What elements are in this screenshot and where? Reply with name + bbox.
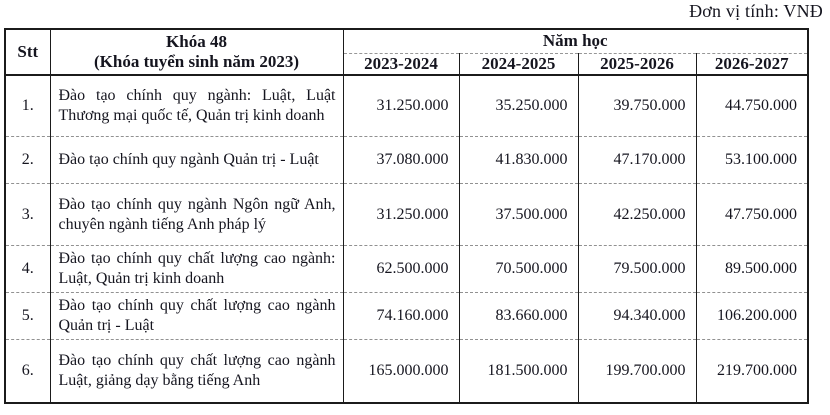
row-1-program: Đào tạo chính quy ngành: Luật, Luật Thươ… [49,74,343,137]
row-6-value-4: 219.700.000 [695,339,809,403]
row-2-value-1: 37.080.000 [342,136,459,184]
row-6-value-1: 165.000.000 [342,339,459,403]
table-row-2: 2. Đào tạo chính quy ngành Quản trị - Lu… [4,136,809,184]
row-3-program: Đào tạo chính quy ngành Ngôn ngữ Anh, ch… [49,183,343,246]
header-cohort-line1: Khóa 48 [166,31,227,51]
row-6-value-2: 181.500.000 [458,339,578,403]
row-4-value-1: 62.500.000 [342,245,459,293]
row-6-stt: 6. [4,339,50,403]
table-row-1: 1. Đào tạo chính quy ngành: Luật, Luật T… [4,74,809,137]
header-row-top: Stt Khóa 48 (Khóa tuyển sinh năm 2023) N… [4,29,809,76]
row-3-stt: 3. [4,183,50,246]
header-cohort: Khóa 48 (Khóa tuyển sinh năm 2023) [49,29,343,76]
row-5-value-3: 94.340.000 [577,292,696,340]
row-4-value-4: 89.500.000 [695,245,809,293]
row-1-value-2: 35.250.000 [458,74,578,137]
header-row-years: 2023-2024 2024-2025 2025-2026 2026-2027 [5,53,809,76]
header-cohort-line2: (Khóa tuyển sinh năm 2023) [94,51,299,71]
row-5-value-4: 106.200.000 [695,292,809,340]
header-year-4: 2026-2027 [695,53,809,76]
header-year-3: 2025-2026 [577,53,696,76]
row-6-program: Đào tạo chính quy chất lượng cao ngành L… [49,339,343,403]
header-stt: Stt [4,29,50,76]
row-3-value-2: 37.500.000 [458,183,578,246]
row-2-value-4: 53.100.000 [695,136,809,184]
header-year-1: 2023-2024 [342,53,459,76]
row-5-value-2: 83.660.000 [458,292,578,340]
row-1-value-4: 44.750.000 [695,74,809,137]
table-row-3: 3. Đào tạo chính quy ngành Ngôn ngữ Anh,… [4,183,809,246]
row-6-value-3: 199.700.000 [577,339,696,403]
table-row-5: 5. Đào tạo chính quy chất lượng cao ngàn… [4,292,809,340]
row-4-value-2: 70.500.000 [458,245,578,293]
row-1-value-3: 39.750.000 [577,74,696,137]
row-2-stt: 2. [4,136,50,184]
row-2-value-3: 47.170.000 [577,136,696,184]
table-row-4: 4. Đào tạo chính quy chất lượng cao ngàn… [4,245,809,293]
row-4-program: Đào tạo chính quy chất lượng cao ngành: … [49,245,343,293]
table-row-6: 6. Đào tạo chính quy chất lượng cao ngàn… [4,339,809,403]
row-2-value-2: 41.830.000 [458,136,578,184]
row-4-value-3: 79.500.000 [577,245,696,293]
row-2-program: Đào tạo chính quy ngành Quản trị - Luật [49,136,343,184]
row-3-value-3: 42.250.000 [577,183,696,246]
row-5-stt: 5. [4,292,50,340]
tuition-fee-table: Stt Khóa 48 (Khóa tuyển sinh năm 2023) N… [4,28,810,404]
row-3-value-4: 47.750.000 [695,183,809,246]
row-1-value-1: 31.250.000 [342,74,459,137]
row-5-program: Đào tạo chính quy chất lượng cao ngành Q… [49,292,343,340]
row-5-value-1: 74.160.000 [342,292,459,340]
unit-label: Đơn vị tính: VNĐ [689,1,823,21]
header-year-2: 2024-2025 [458,53,578,76]
row-4-stt: 4. [4,245,50,293]
row-1-stt: 1. [4,74,50,137]
row-3-value-1: 31.250.000 [342,183,459,246]
header-year-group: Năm học [342,29,809,54]
